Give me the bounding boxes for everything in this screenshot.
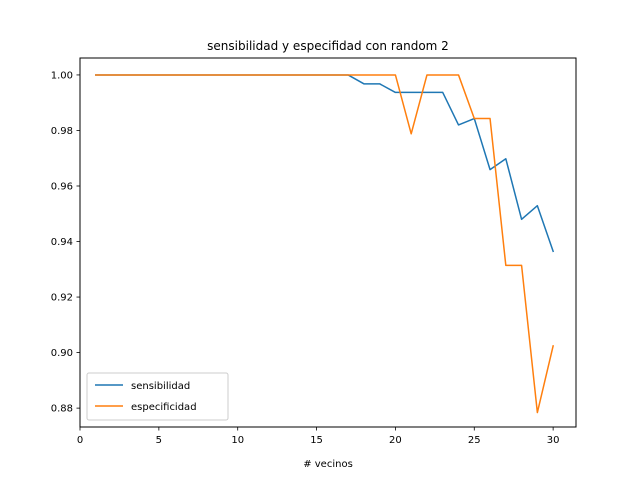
axes-frame [79, 57, 577, 428]
y-tick-label: 1.00 [51, 70, 73, 81]
legend-label-especificidad: especificidad [131, 402, 197, 413]
legend-label-sensibilidad: sensibilidad [131, 381, 190, 392]
x-tick-label: 10 [231, 435, 244, 446]
y-axis: 0.88 0.90 0.92 0.94 0.96 0.98 1.00 [51, 70, 80, 415]
x-tick-label: 30 [547, 435, 560, 446]
y-tick-label: 0.96 [51, 181, 73, 192]
x-axis-label: # vecinos [303, 459, 353, 470]
x-tick-label: 25 [468, 435, 481, 446]
x-tick-label: 20 [389, 435, 402, 446]
y-tick-label: 0.90 [51, 348, 73, 359]
x-tick-label: 15 [310, 435, 323, 446]
x-tick-label: 0 [77, 435, 83, 446]
y-tick-label: 0.98 [51, 126, 73, 137]
y-tick-label: 0.94 [51, 237, 73, 248]
series-line-especificidad [95, 74, 555, 414]
chart-title: sensibilidad y especifidad con random 2 [207, 39, 449, 53]
x-axis: 0 5 10 15 20 25 30 [77, 427, 560, 446]
x-tick-label: 5 [156, 435, 162, 446]
series-layer [95, 74, 555, 414]
legend: sensibilidad especificidad [86, 372, 229, 421]
y-tick-label: 0.88 [51, 404, 73, 415]
y-tick-label: 0.92 [51, 293, 73, 304]
